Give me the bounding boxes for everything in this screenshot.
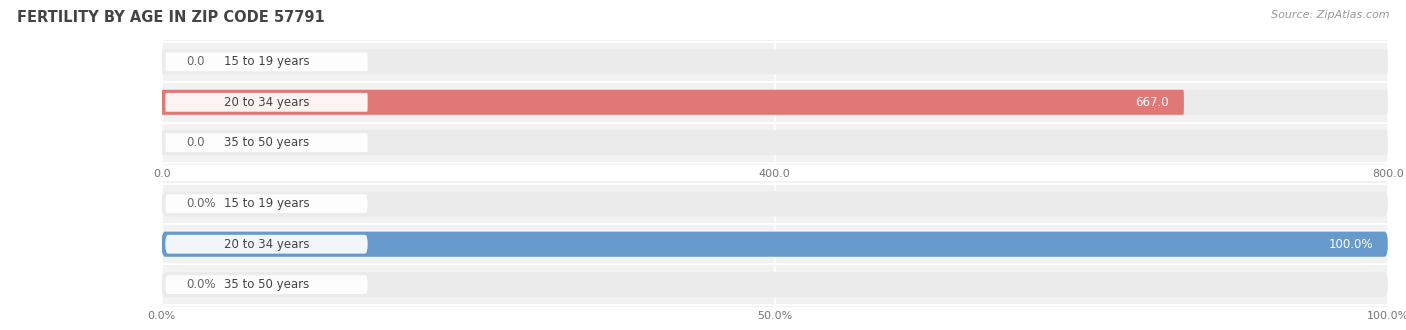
Text: 0.0%: 0.0%	[186, 278, 217, 291]
FancyBboxPatch shape	[162, 232, 1388, 257]
FancyBboxPatch shape	[166, 93, 367, 112]
Text: 35 to 50 years: 35 to 50 years	[224, 136, 309, 149]
FancyBboxPatch shape	[166, 133, 367, 152]
Text: 20 to 34 years: 20 to 34 years	[224, 96, 309, 109]
FancyBboxPatch shape	[162, 191, 1388, 216]
FancyBboxPatch shape	[162, 232, 1388, 257]
FancyBboxPatch shape	[166, 52, 367, 71]
Text: 15 to 19 years: 15 to 19 years	[224, 55, 309, 68]
FancyBboxPatch shape	[162, 90, 1388, 115]
Text: 0.0: 0.0	[186, 55, 205, 68]
Text: 15 to 19 years: 15 to 19 years	[224, 197, 309, 210]
FancyBboxPatch shape	[166, 275, 367, 294]
FancyBboxPatch shape	[162, 49, 1388, 74]
FancyBboxPatch shape	[162, 130, 1388, 155]
Text: 0.0%: 0.0%	[186, 197, 217, 210]
Text: 35 to 50 years: 35 to 50 years	[224, 278, 309, 291]
Text: 0.0: 0.0	[186, 136, 205, 149]
FancyBboxPatch shape	[162, 272, 1388, 297]
Text: Source: ZipAtlas.com: Source: ZipAtlas.com	[1271, 10, 1389, 20]
FancyBboxPatch shape	[162, 90, 1184, 115]
Text: 100.0%: 100.0%	[1329, 238, 1374, 251]
Text: 20 to 34 years: 20 to 34 years	[224, 238, 309, 251]
Text: FERTILITY BY AGE IN ZIP CODE 57791: FERTILITY BY AGE IN ZIP CODE 57791	[17, 10, 325, 25]
FancyBboxPatch shape	[166, 235, 367, 253]
Text: 667.0: 667.0	[1136, 96, 1170, 109]
FancyBboxPatch shape	[166, 194, 367, 213]
